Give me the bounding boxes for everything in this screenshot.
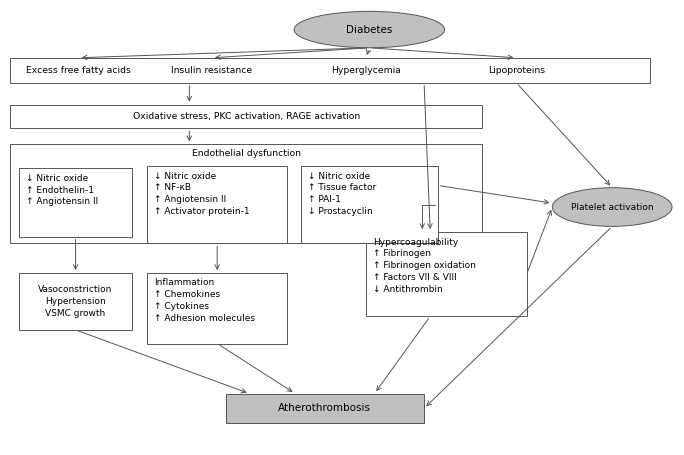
- Text: Oxidative stress, PKC activation, RAGE activation: Oxidative stress, PKC activation, RAGE a…: [133, 112, 360, 121]
- Text: Inflammation
↑ Chemokines
↑ Cytokines
↑ Adhesion molecules: Inflammation ↑ Chemokines ↑ Cytokines ↑ …: [154, 278, 255, 323]
- Text: Endothelial dysfunction: Endothelial dysfunction: [192, 149, 301, 158]
- Text: Hyperglycemia: Hyperglycemia: [331, 66, 401, 75]
- FancyBboxPatch shape: [10, 144, 482, 243]
- FancyBboxPatch shape: [10, 105, 482, 128]
- Text: Excess free fatty acids: Excess free fatty acids: [26, 66, 131, 75]
- Text: Platelet activation: Platelet activation: [571, 202, 653, 212]
- FancyBboxPatch shape: [226, 394, 424, 423]
- Text: ↓ Nitric oxide
↑ Endothelin-1
↑ Angiotensin II: ↓ Nitric oxide ↑ Endothelin-1 ↑ Angioten…: [26, 174, 98, 207]
- FancyBboxPatch shape: [147, 273, 287, 344]
- Text: Atherothrombosis: Atherothrombosis: [278, 404, 371, 413]
- FancyBboxPatch shape: [19, 168, 132, 237]
- FancyBboxPatch shape: [147, 166, 287, 243]
- FancyBboxPatch shape: [301, 166, 438, 243]
- FancyBboxPatch shape: [19, 273, 132, 330]
- Ellipse shape: [294, 11, 445, 48]
- Text: ↓ Nitric oxide
↑ Tissue factor
↑ PAI-1
↓ Prostacyclin: ↓ Nitric oxide ↑ Tissue factor ↑ PAI-1 ↓…: [308, 172, 376, 216]
- Ellipse shape: [553, 187, 672, 226]
- Text: Vasoconstriction
Hypertension
VSMC growth: Vasoconstriction Hypertension VSMC growt…: [38, 285, 113, 318]
- Text: Diabetes: Diabetes: [346, 25, 393, 35]
- Text: Insulin resistance: Insulin resistance: [172, 66, 252, 75]
- Text: Hypercoagulability
↑ Fibrinogen
↑ Fibrinogen oxidation
↑ Factors VII & VIII
↓ An: Hypercoagulability ↑ Fibrinogen ↑ Fibrin…: [373, 238, 475, 294]
- Text: Lipoproteins: Lipoproteins: [488, 66, 545, 75]
- FancyBboxPatch shape: [366, 232, 527, 316]
- Text: ↓ Nitric oxide
↑ NF-κB
↑ Angiotensin II
↑ Activator protein-1: ↓ Nitric oxide ↑ NF-κB ↑ Angiotensin II …: [154, 172, 250, 216]
- FancyBboxPatch shape: [10, 58, 650, 83]
